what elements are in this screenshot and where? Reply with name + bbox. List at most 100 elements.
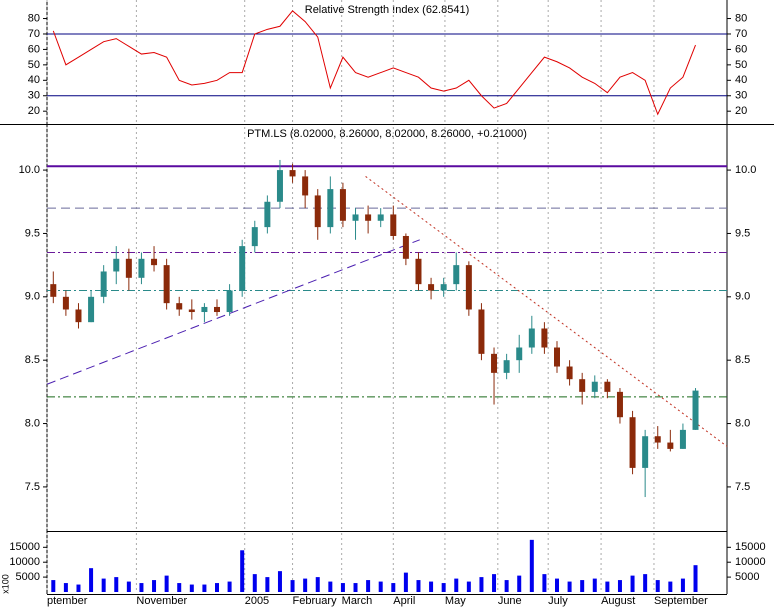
volume-bar	[126, 581, 131, 592]
y-tick-label: 8.0	[735, 417, 750, 429]
candle-body	[163, 265, 170, 304]
x-tick-label: June	[498, 595, 522, 607]
y-tick-label: 30	[735, 90, 747, 102]
candle-body	[528, 328, 535, 348]
x-tick-label: 2005	[245, 595, 269, 607]
volume-bar	[139, 583, 144, 592]
candle-body	[62, 296, 69, 310]
candle-body	[125, 258, 132, 278]
y-tick-label: 20	[28, 105, 40, 117]
candle-body	[692, 390, 699, 430]
volume-bar	[215, 583, 219, 592]
volume-bar	[328, 581, 333, 592]
trend-line	[46, 239, 420, 385]
candle-body	[113, 258, 120, 272]
volume-bar	[177, 583, 182, 592]
volume-bar	[353, 583, 358, 592]
candle-body	[541, 328, 548, 348]
candle-body	[339, 189, 346, 221]
x-tick-label: ptember	[47, 595, 88, 607]
volume-bar	[265, 577, 270, 592]
y-tick-label: 70	[735, 28, 747, 40]
candle-body	[453, 265, 460, 285]
candle-body	[642, 436, 649, 468]
volume-bar	[63, 583, 68, 592]
y-tick-label: 10.0	[735, 164, 756, 176]
y-tick-label: 15000	[735, 541, 766, 553]
candle-body	[352, 214, 359, 221]
candle-body	[402, 235, 409, 259]
volume-bar	[529, 539, 534, 592]
y-tick-label: 9.0	[735, 291, 750, 303]
candle-body	[151, 258, 158, 266]
candle-body	[491, 353, 498, 373]
candle-body	[465, 265, 472, 310]
y-tick-label: 80	[28, 12, 40, 24]
y-tick-label: 9.0	[25, 291, 40, 303]
candle-body	[377, 214, 384, 221]
volume-bar	[429, 581, 434, 592]
y-tick-label: 10000	[9, 556, 40, 568]
volume-bar	[51, 580, 56, 592]
candle-body	[176, 303, 183, 310]
volume-bar	[366, 580, 371, 592]
candle-body	[365, 214, 372, 221]
x-tick-label: July	[548, 595, 568, 607]
volume-bar	[152, 580, 157, 592]
price-title: PTM.LS (8.02000, 8.26000, 8.02000, 8.260…	[247, 128, 527, 140]
y-tick-label: 40	[28, 74, 40, 86]
volume-bar	[479, 577, 484, 592]
volume-bar	[202, 584, 207, 592]
y-tick-label: 50	[735, 59, 747, 71]
candle-body	[226, 290, 233, 313]
candle-body	[314, 195, 321, 228]
y-tick-label: 80	[735, 12, 747, 24]
y-tick-label: 50	[28, 59, 40, 71]
candle-body	[440, 284, 447, 291]
volume-unit: x100	[0, 574, 10, 594]
candle-body	[616, 391, 623, 418]
y-tick-label: 60	[28, 43, 40, 55]
candle-body	[516, 347, 523, 361]
volume-bar	[655, 580, 660, 592]
volume-bar	[89, 568, 94, 592]
volume-bar	[668, 581, 673, 592]
volume-bar	[290, 580, 295, 592]
candle-body	[654, 436, 661, 443]
candle-body	[302, 176, 309, 196]
volume-bar	[101, 578, 106, 592]
candle-body	[566, 366, 573, 380]
candle-body	[188, 309, 195, 313]
volume-bar	[617, 580, 622, 592]
candle-body	[100, 271, 107, 297]
y-tick-label: 30	[28, 90, 40, 102]
volume-bar	[517, 575, 522, 592]
volume-bar	[340, 583, 345, 592]
candle-body	[478, 309, 485, 354]
x-tick-label: March	[342, 595, 373, 607]
x-tick-label: September	[654, 595, 708, 607]
volume-bar	[605, 581, 610, 592]
candle-body	[679, 429, 686, 449]
candle-body	[251, 227, 258, 247]
volume-bar	[189, 584, 194, 592]
volume-bar	[592, 578, 597, 592]
candle-body	[239, 246, 246, 291]
candle-body	[276, 170, 283, 202]
volume-bar	[630, 575, 635, 592]
volume-bar	[580, 580, 585, 592]
volume-bar	[164, 575, 169, 592]
candle-body	[264, 201, 271, 228]
y-tick-label: 8.5	[25, 354, 40, 366]
volume-bar	[403, 572, 408, 592]
y-tick-label: 40	[735, 74, 747, 86]
x-tick-label: February	[293, 595, 338, 607]
volume-bar	[454, 578, 459, 592]
y-tick-label: 20	[735, 105, 747, 117]
volume-bar	[567, 581, 572, 592]
y-tick-label: 15000	[9, 541, 40, 553]
y-tick-label: 10.0	[19, 164, 40, 176]
y-tick-label: 5000	[16, 571, 40, 583]
candle-body	[428, 284, 435, 291]
